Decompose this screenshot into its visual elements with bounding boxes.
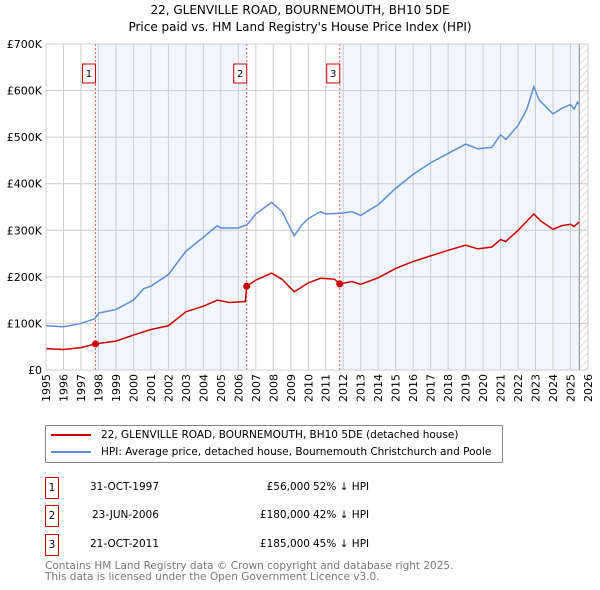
x-tick-label: 2006 bbox=[232, 374, 245, 402]
property-price-line bbox=[45, 212, 580, 351]
legend-red-line bbox=[51, 434, 91, 436]
x-tick-label: 2009 bbox=[285, 374, 298, 402]
chart-title: 22, GLENVILLE ROAD, BOURNEMOUTH, BH10 5D… bbox=[150, 3, 450, 17]
sale-marker-badge: 2 bbox=[45, 505, 59, 527]
sale-marker-label: 2 bbox=[237, 69, 243, 80]
x-tick-label: 2019 bbox=[460, 374, 473, 402]
x-tick-label: 2007 bbox=[250, 374, 263, 402]
table-row: 2 23-JUN-2006 £180,000 42% ↓ HPI bbox=[45, 505, 445, 527]
sale-hpi-diff: 52% ↓ HPI bbox=[313, 481, 370, 493]
x-tick-label: 2015 bbox=[390, 374, 403, 402]
hpi-line bbox=[45, 84, 580, 328]
sale-price: £56,000 bbox=[266, 481, 310, 493]
y-tick-label: £400K bbox=[7, 178, 43, 191]
x-tick-label: 2017 bbox=[425, 374, 438, 402]
forecast-hatch bbox=[579, 44, 588, 370]
y-tick-label: £0 bbox=[28, 364, 42, 377]
table-row: 1 31-OCT-1997 £56,000 52% ↓ HPI bbox=[45, 477, 445, 499]
y-tick-label: £200K bbox=[7, 271, 43, 284]
x-tick-label: 1996 bbox=[57, 374, 70, 402]
sale-marker-box bbox=[233, 63, 248, 84]
legend-label-hpi: HPI: Average price, detached house, Bour… bbox=[101, 446, 492, 458]
sale-hpi-diff: 42% ↓ HPI bbox=[313, 509, 370, 521]
y-tick-label: £700K bbox=[7, 38, 43, 51]
x-tick-label: 1995 bbox=[40, 374, 53, 402]
x-tick-label: 2013 bbox=[355, 374, 368, 402]
x-tick-label: 1997 bbox=[75, 374, 88, 402]
price-chart: 1995 1996 1997 1998 1999 2000 2001 2002 2003 2004… bbox=[7, 38, 595, 402]
sale-point bbox=[91, 340, 99, 348]
x-tick-label: 2021 bbox=[495, 374, 508, 402]
y-tick-label: £100K bbox=[7, 317, 43, 330]
x-tick-label: 2008 bbox=[267, 374, 280, 402]
sale-marker-label: 3 bbox=[330, 69, 336, 80]
sale-price: £180,000 bbox=[259, 509, 310, 521]
sale-marker-box bbox=[326, 63, 341, 84]
sale-marker-label: 1 bbox=[86, 69, 92, 80]
sale-marker-box bbox=[81, 63, 96, 84]
shaded-region bbox=[95, 44, 247, 370]
plot-border bbox=[45, 43, 589, 371]
x-tick-label: 2002 bbox=[162, 374, 175, 402]
y-tick-label: £600K bbox=[7, 85, 43, 98]
x-tick-label: 2023 bbox=[530, 374, 543, 402]
x-tick-label: 2024 bbox=[547, 374, 560, 402]
x-tick-label: 2025 bbox=[565, 374, 578, 402]
x-tick-label: 2022 bbox=[512, 374, 525, 402]
x-tick-label: 2026 bbox=[582, 374, 595, 402]
x-tick-label: 2016 bbox=[407, 374, 420, 402]
y-tick-label: £500K bbox=[7, 131, 43, 144]
sale-hpi-diff: 45% ↓ HPI bbox=[313, 538, 370, 550]
chart-subtitle: Price paid vs. HM Land Registry's House … bbox=[128, 20, 472, 34]
x-tick-label: 2011 bbox=[320, 374, 333, 402]
x-tick-label: 2004 bbox=[197, 374, 210, 402]
sale-price: £185,000 bbox=[259, 538, 310, 550]
legend-label-property: 22, GLENVILLE ROAD, BOURNEMOUTH, BH10 5D… bbox=[101, 429, 459, 441]
x-tick-label: 2005 bbox=[215, 374, 228, 402]
x-tick-label: 2003 bbox=[180, 374, 193, 402]
x-tick-label: 2000 bbox=[127, 374, 140, 402]
x-tick-label: 2010 bbox=[302, 374, 315, 402]
table-row: 3 21-OCT-2011 £185,000 45% ↓ HPI bbox=[45, 534, 445, 556]
sale-marker-badge: 1 bbox=[45, 477, 59, 499]
x-tick-label: 1998 bbox=[92, 374, 105, 402]
x-tick-label: 2020 bbox=[477, 374, 490, 402]
sale-marker-badge: 3 bbox=[45, 534, 59, 556]
x-tick-label: 1999 bbox=[110, 374, 123, 402]
x-tick-label: 2018 bbox=[442, 374, 455, 402]
sale-date: 31-OCT-1997 bbox=[90, 481, 159, 493]
legend-blue-line bbox=[51, 451, 91, 453]
legend: 22, GLENVILLE ROAD, BOURNEMOUTH, BH10 5D… bbox=[45, 425, 503, 463]
x-tick-label: 2001 bbox=[145, 374, 158, 402]
sale-point bbox=[243, 282, 251, 290]
footer-licence: This data is licensed under the Open Gov… bbox=[45, 571, 380, 583]
footer-copyright: Contains HM Land Registry data © Crown c… bbox=[45, 560, 454, 572]
sale-point bbox=[336, 280, 344, 288]
x-tick-label: 2014 bbox=[372, 374, 385, 402]
x-tick-label: 2012 bbox=[337, 374, 350, 402]
sale-date: 23-JUN-2006 bbox=[92, 509, 159, 521]
sale-date: 21-OCT-2011 bbox=[90, 538, 159, 550]
shaded-region bbox=[339, 44, 580, 370]
y-tick-label: £300K bbox=[7, 224, 43, 237]
